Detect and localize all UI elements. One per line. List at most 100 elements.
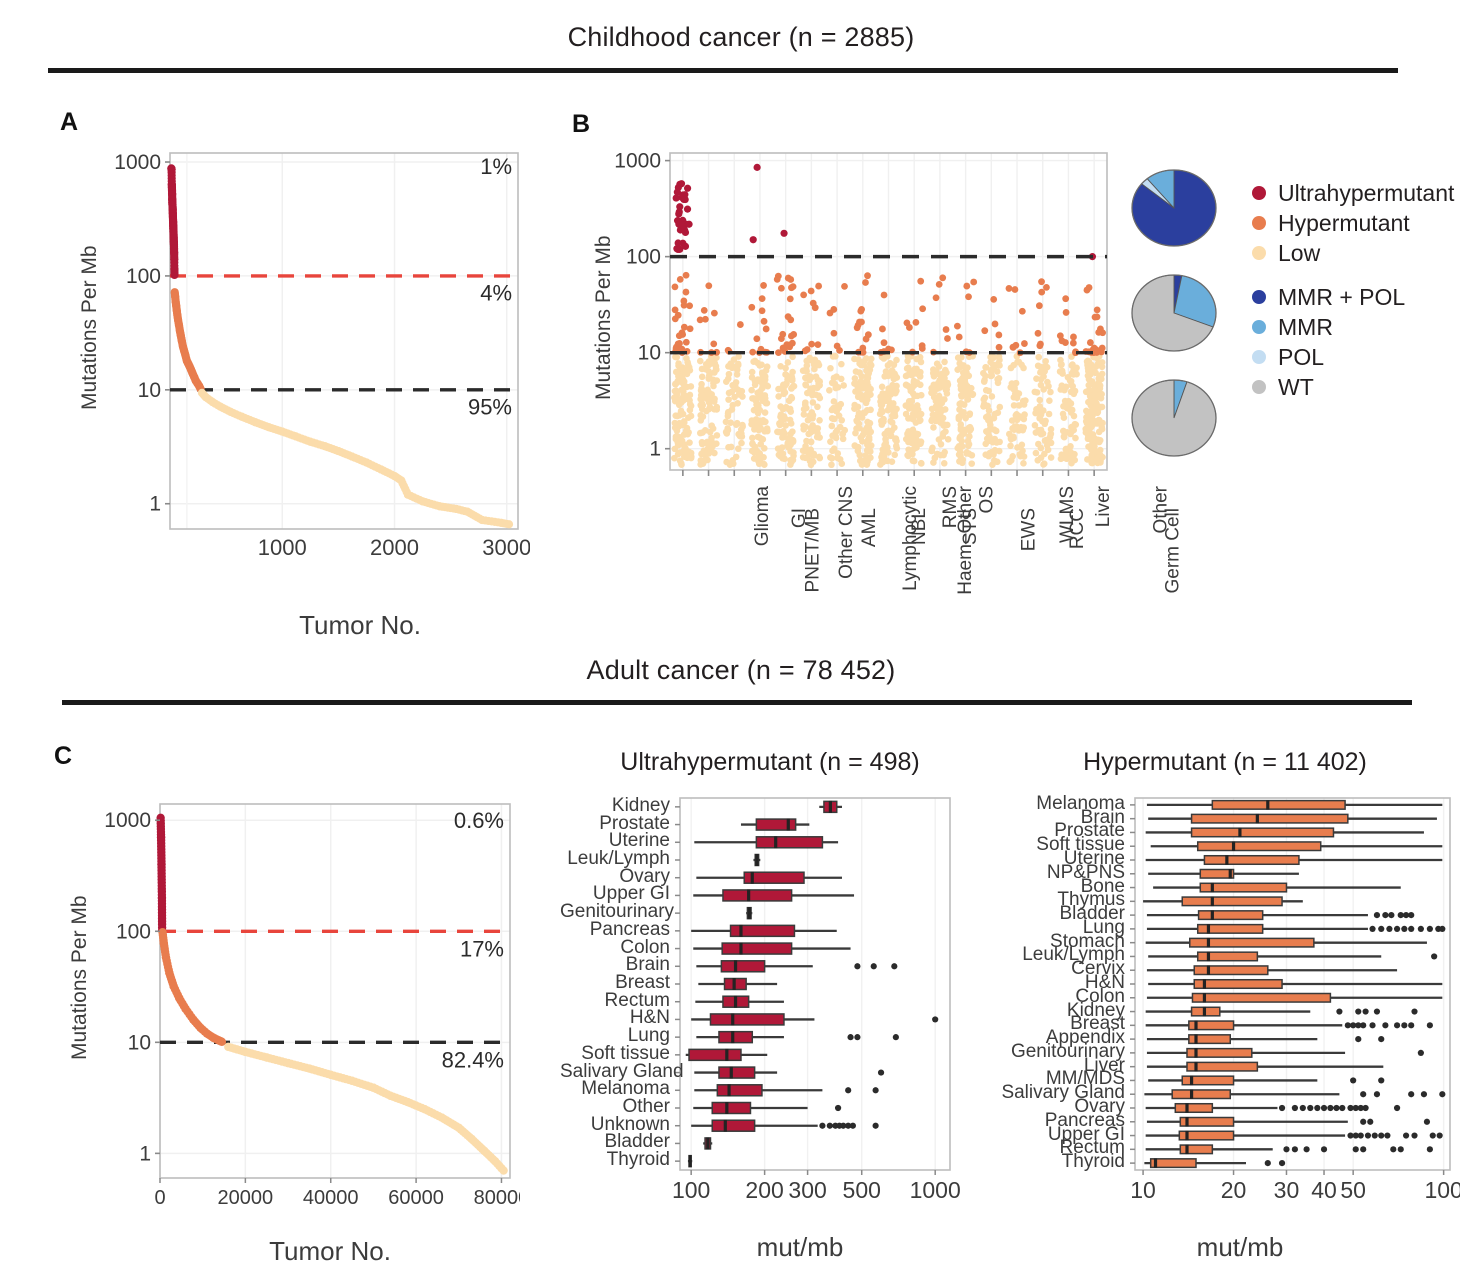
box-stomach[interactable] <box>1145 937 1427 948</box>
svg-text:10: 10 <box>638 342 661 365</box>
box-lung[interactable] <box>696 1030 899 1044</box>
box-brain[interactable] <box>1148 813 1437 824</box>
svg-text:4%: 4% <box>480 281 512 306</box>
box-genitourinary[interactable] <box>746 906 753 920</box>
box-uterine[interactable] <box>694 836 839 849</box>
panel-b-category-ews: EWS <box>1017 508 1039 552</box>
box-colon[interactable] <box>1146 992 1443 1003</box>
svg-text:17%: 17% <box>460 936 504 961</box>
box-leuk-lymph[interactable] <box>753 853 761 867</box>
box-ovary[interactable] <box>1145 1102 1401 1114</box>
hypermutant-boxplot[interactable]: 10 20 30 40 50 100 Melanoma Brain Prostate Soft t… <box>990 790 1460 1230</box>
svg-text:100: 100 <box>126 265 161 288</box>
panel-letter-b: B <box>572 110 591 138</box>
box-label-melanoma: Melanoma <box>1036 792 1125 814</box>
box-label-breast: Breast <box>615 972 670 993</box>
panel-b-plot[interactable]: 1 10 100 1000 <box>615 135 1115 480</box>
box-kidney[interactable] <box>819 800 842 814</box>
box-leuk-lymph[interactable] <box>1148 951 1438 962</box>
box-unknown[interactable] <box>691 1119 879 1132</box>
panel-letter-c: C <box>54 742 73 770</box>
panel-b-category-other-cns: Other CNS <box>836 486 858 579</box>
legend-dot-mmr-pol <box>1252 290 1266 304</box>
adult-section-title: Adult cancer (n = 78 452) <box>586 655 896 685</box>
box-np-pns[interactable] <box>1148 868 1299 879</box>
box-pancreas[interactable] <box>1146 1116 1431 1127</box>
box-label-mm-mds: MM/MDS <box>1045 1068 1125 1090</box>
box-salivary-gland[interactable] <box>694 1066 885 1079</box>
box-pancreas[interactable] <box>691 924 837 938</box>
panel-b-category-rcc: RCC <box>1067 508 1089 550</box>
box-thymus[interactable] <box>1143 896 1303 907</box>
box-thyroid[interactable] <box>687 1154 693 1168</box>
box-rectum[interactable] <box>695 995 784 1008</box>
box-bladder[interactable] <box>703 1137 713 1150</box>
panel-b-y-axis-title: Mutations Per Mb <box>592 235 615 400</box>
box-cervix[interactable] <box>1146 965 1398 976</box>
legend-item-wt[interactable]: WT <box>1252 372 1405 402</box>
box-label-other: Other <box>622 1096 670 1117</box>
legend-dot-mmr <box>1252 320 1266 334</box>
legend-item-mmr-pol[interactable]: MMR + POL <box>1252 282 1405 312</box>
pie-hypermutant-genotypes <box>1131 274 1217 352</box>
box-label-thyroid: Thyroid <box>1061 1151 1125 1173</box>
svg-text:10: 10 <box>128 1031 151 1054</box>
panel-b-category-aml: AML <box>859 508 881 548</box>
svg-text:1: 1 <box>139 1142 151 1165</box>
box-bone[interactable] <box>1153 882 1401 893</box>
svg-text:40: 40 <box>1311 1177 1337 1203</box>
box-liver[interactable] <box>1146 1061 1384 1072</box>
box-appendix[interactable] <box>1146 1034 1385 1045</box>
legend-item-mmr[interactable]: MMR <box>1252 312 1405 342</box>
box-h-n[interactable] <box>1148 978 1443 990</box>
svg-text:10: 10 <box>1130 1177 1156 1203</box>
box-label-lung: Lung <box>1082 916 1125 938</box>
legend-label-wt: WT <box>1278 373 1314 400</box>
box-melanoma[interactable] <box>694 1084 879 1097</box>
box-prostate[interactable] <box>1145 827 1424 838</box>
box-colon[interactable] <box>693 942 851 955</box>
box-label-ovary: Ovary <box>619 865 670 887</box>
box-soft-tissue[interactable] <box>685 1048 768 1062</box>
box-kidney[interactable] <box>1145 1006 1418 1017</box>
box-salivary-gland[interactable] <box>1144 1089 1446 1100</box>
panel-a-y-axis-title: Mutations Per Mb <box>78 245 101 410</box>
legend-item-low[interactable]: Low <box>1252 238 1454 268</box>
svg-text:50: 50 <box>1340 1177 1366 1203</box>
box-upper-gi[interactable] <box>693 889 855 902</box>
box-mm-mds[interactable] <box>1148 1075 1385 1086</box>
box-thyroid[interactable] <box>1144 1158 1286 1169</box>
box-label-unknown: Unknown <box>590 1113 670 1135</box>
panel-b-category-sts: STS <box>960 508 982 545</box>
box-uterine[interactable] <box>1145 854 1443 866</box>
box-genitourinary[interactable] <box>1146 1047 1424 1058</box>
box-label-stomach: Stomach <box>1050 930 1125 952</box>
svg-text:1000: 1000 <box>104 809 151 832</box>
svg-text:1%: 1% <box>480 154 512 179</box>
box-breast[interactable] <box>698 977 778 991</box>
panel-a-plot[interactable]: 1 10 100 1000 1000 2000 3000 1% 4% 95% <box>110 135 530 585</box>
box-breast[interactable] <box>1145 1020 1433 1031</box>
box-upper-gi[interactable] <box>1145 1130 1443 1141</box>
box-bladder[interactable] <box>1146 910 1415 921</box>
panel-c-y-axis-title: Mutations Per Mb <box>68 895 91 1060</box>
box-brain[interactable] <box>696 960 898 973</box>
box-label-prostate: Prostate <box>1054 820 1125 842</box>
box-lung[interactable] <box>1146 923 1446 934</box>
hypermutant-box-title: Hypermutant (n = 11 402) <box>1083 748 1367 776</box>
box-ovary[interactable] <box>696 871 842 884</box>
box-label-uterine: Uterine <box>608 830 670 852</box>
box-h-n[interactable] <box>691 1013 939 1026</box>
panel-b-category-glioma: Glioma <box>752 486 774 547</box>
box-soft-tissue[interactable] <box>1150 841 1443 852</box>
legend-item-pol[interactable]: POL <box>1252 342 1405 372</box>
legend-item-hypermutant[interactable]: Hypermutant <box>1252 208 1454 238</box>
box-rectum[interactable] <box>1145 1144 1433 1155</box>
box-melanoma[interactable] <box>1146 799 1443 810</box>
legend-item-ultrahypermutant[interactable]: Ultrahypermutant <box>1252 178 1454 208</box>
box-prostate[interactable] <box>740 818 810 831</box>
box-other[interactable] <box>693 1101 842 1115</box>
ultrahypermutant-boxplot[interactable]: 100 200 300 500 1000 Kidney Prostate Uterine Leu… <box>560 790 960 1230</box>
